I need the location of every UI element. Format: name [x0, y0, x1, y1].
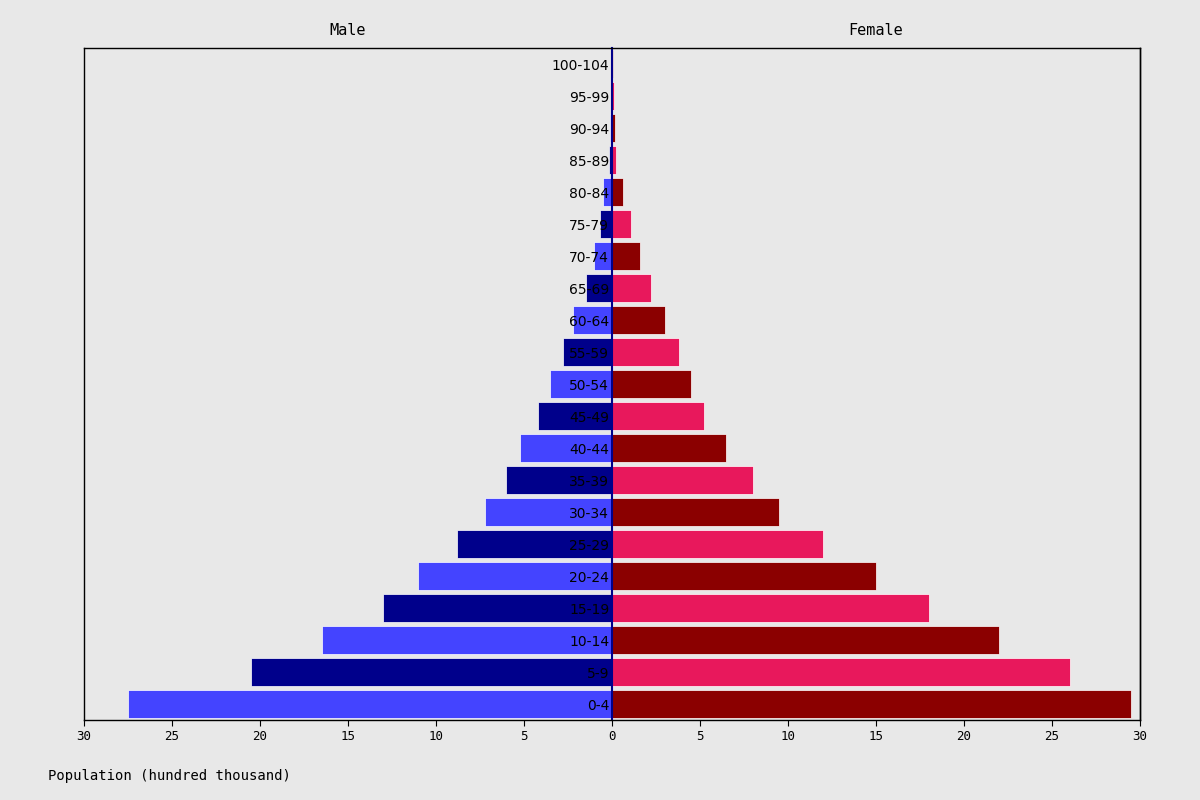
- Bar: [563, 338, 612, 366]
- Bar: [600, 210, 612, 238]
- Bar: [521, 434, 612, 462]
- Bar: [612, 498, 779, 526]
- Bar: [612, 274, 650, 302]
- Bar: [612, 242, 640, 270]
- Bar: [506, 466, 612, 494]
- Bar: [612, 210, 631, 238]
- Bar: [612, 306, 665, 334]
- Bar: [594, 242, 612, 270]
- Bar: [611, 82, 612, 110]
- Text: Population (hundred thousand): Population (hundred thousand): [48, 769, 290, 783]
- Bar: [383, 594, 612, 622]
- Bar: [612, 114, 614, 142]
- Bar: [574, 306, 612, 334]
- Bar: [251, 658, 612, 686]
- Bar: [612, 626, 1000, 654]
- Bar: [612, 466, 752, 494]
- Bar: [538, 402, 612, 430]
- Bar: [612, 562, 876, 590]
- Bar: [612, 594, 929, 622]
- Text: Male: Male: [330, 23, 366, 38]
- Bar: [604, 178, 612, 206]
- Bar: [612, 370, 691, 398]
- Bar: [608, 146, 612, 174]
- Bar: [612, 338, 679, 366]
- Bar: [612, 530, 823, 558]
- Bar: [612, 146, 616, 174]
- Bar: [612, 82, 613, 110]
- Bar: [612, 402, 703, 430]
- Bar: [612, 658, 1069, 686]
- Bar: [485, 498, 612, 526]
- Text: Female: Female: [848, 23, 904, 38]
- Bar: [612, 178, 623, 206]
- Bar: [419, 562, 612, 590]
- Bar: [610, 114, 612, 142]
- Bar: [128, 690, 612, 718]
- Bar: [586, 274, 612, 302]
- Bar: [612, 434, 726, 462]
- Bar: [322, 626, 612, 654]
- Bar: [457, 530, 612, 558]
- Bar: [612, 690, 1132, 718]
- Bar: [551, 370, 612, 398]
